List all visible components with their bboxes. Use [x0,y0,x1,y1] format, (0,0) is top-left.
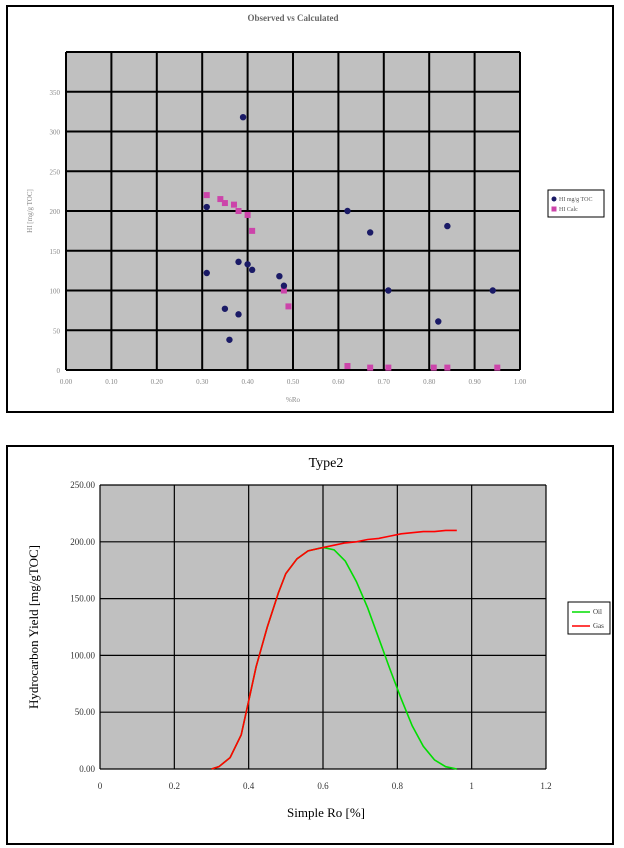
legend-label-hi-calc: HI Calc [559,207,578,213]
data-point-hi-calc [444,364,451,371]
data-point-hi-calc [235,208,242,214]
y-tick-label: 350 [50,89,61,97]
y-axis-label: HI [mg/g TOC] [26,189,34,233]
data-point-hi-calc [285,303,292,310]
data-point-hi-calc [249,227,256,234]
legend-box [567,601,611,635]
x-tick-label: 0.6 [317,781,329,791]
x-tick-label: 0.80 [423,378,436,386]
x-tick-label: 0.30 [196,378,209,386]
y-tick-label: 0.00 [79,764,95,774]
data-point-hi-calc [494,364,501,371]
x-tick-label: 0.10 [105,378,118,386]
data-point-hi-observed [444,222,451,230]
data-point-hi-observed [489,287,496,294]
x-tick-label: 0 [98,781,103,791]
data-point-hi-observed [435,318,442,325]
legend-marker-hi-observed [551,196,557,202]
data-point-hi-observed [366,229,374,236]
chart-title: Observed vs Calculated [248,13,339,23]
y-tick-label: 0 [57,367,61,375]
x-tick-label: 0.8 [392,781,404,791]
series-line-gas [211,529,457,770]
data-point-hi-calc [344,363,351,370]
x-tick-label: 0.40 [241,378,254,386]
data-point-hi-observed [221,305,229,312]
legend-marker-hi-calc [551,206,557,212]
y-tick-label: 100.00 [70,650,95,660]
data-point-hi-calc [244,211,251,218]
chart-panel-observed-vs-calculated: Observed vs Calculated 0.00 0.10 0.20 0.30 0.… [6,5,614,413]
scatter-chart-svg: Observed vs Calculated 0.00 0.10 0.20 0.30 0.… [26,13,605,404]
data-point-hi-observed [203,269,210,277]
data-point-hi-observed [239,113,247,121]
data-point-hi-calc [203,192,210,199]
line-chart-svg: Type2 0 0.2 0.4 0.6 0.8 1 1.2 0.00 50.00 100.00 150… [26,456,611,820]
chart-title: Type2 [309,456,344,471]
legend-label-oil: Oil [593,608,602,616]
data-point-hi-calc [367,364,374,371]
x-tick-label: 0.50 [287,378,300,386]
x-tick-label: 1 [469,781,474,791]
y-tick-label: 100 [50,288,61,296]
data-point-hi-calc [221,200,228,207]
y-axis-label: Hydrocarbon Yield [mg/gTOC] [26,545,41,709]
x-axis-label: %Ro [286,396,301,404]
x-tick-label: 0.4 [243,781,255,791]
x-tick-label: 0.90 [468,378,481,386]
x-tick-label: 0.60 [332,378,345,386]
data-point-hi-calc [430,364,437,371]
x-tick-label: 1.00 [514,378,527,386]
x-axis-label: Simple Ro [%] [287,805,365,820]
data-point-hi-observed [344,207,351,215]
data-point-hi-observed [226,336,233,343]
data-point-hi-calc [217,196,224,203]
data-point-hi-calc [280,287,287,294]
data-point-hi-observed [385,287,392,294]
x-tick-label: 0.2 [169,781,180,791]
y-tick-label: 150.00 [70,594,95,604]
y-tick-label: 300 [50,129,61,137]
data-point-hi-observed [248,266,256,274]
y-tick-label: 200.00 [70,537,95,547]
y-tick-label: 200 [50,208,61,216]
x-tick-label: 0.00 [60,378,73,386]
data-point-hi-observed [280,282,288,289]
legend-label-gas: Gas [593,622,604,630]
data-point-hi-calc [230,201,237,208]
x-tick-label: 0.20 [151,378,164,386]
x-tick-label: 0.70 [378,378,391,386]
legend-label-hi-observed: HI mg/g TOC [559,197,592,203]
legend-box [547,189,605,218]
data-point-hi-observed [244,261,251,268]
x-tick-label: 1.2 [540,781,551,791]
data-point-hi-observed [203,203,210,211]
chart-panel-type2: Type2 0 0.2 0.4 0.6 0.8 1 1.2 0.00 50.00 100.00 150… [6,445,614,845]
y-tick-label: 250.00 [70,480,95,490]
data-point-hi-observed [235,258,242,266]
data-point-hi-calc [385,364,392,371]
data-point-hi-observed [276,272,283,280]
y-tick-label: 250 [50,168,61,176]
data-point-hi-observed [235,311,242,318]
y-tick-label: 150 [50,248,61,256]
y-tick-label: 50 [53,327,61,335]
y-tick-label: 50.00 [75,707,96,717]
